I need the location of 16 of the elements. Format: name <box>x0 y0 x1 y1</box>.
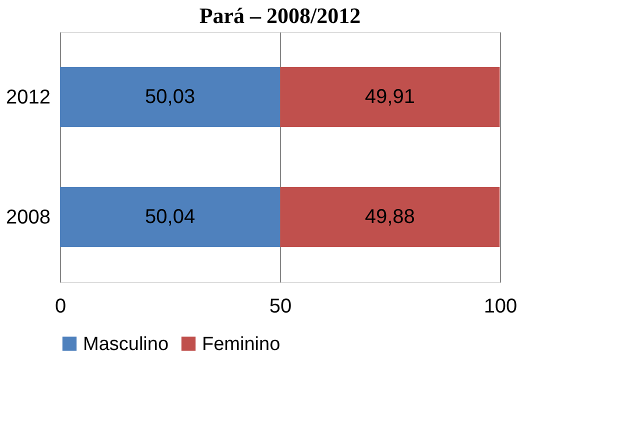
bar <box>60 67 280 127</box>
bar <box>280 67 500 127</box>
x-tick-label: 0 <box>54 296 66 318</box>
y-tick-label: 2008 <box>6 206 50 228</box>
chart-title: Pará – 2008/2012 <box>199 3 361 28</box>
x-tick-label: 100 <box>484 296 518 318</box>
legend-label: Masculino <box>83 334 169 355</box>
bar <box>280 187 500 247</box>
data-label: 49,91 <box>364 86 415 108</box>
data-label: 50,03 <box>145 86 196 108</box>
legend-label: Feminino <box>202 334 280 355</box>
bar <box>60 187 280 247</box>
y-tick-label: 2012 <box>6 86 50 108</box>
data-label: 49,88 <box>364 206 415 228</box>
data-label: 50,04 <box>145 206 196 228</box>
x-tick-label: 50 <box>269 296 292 318</box>
